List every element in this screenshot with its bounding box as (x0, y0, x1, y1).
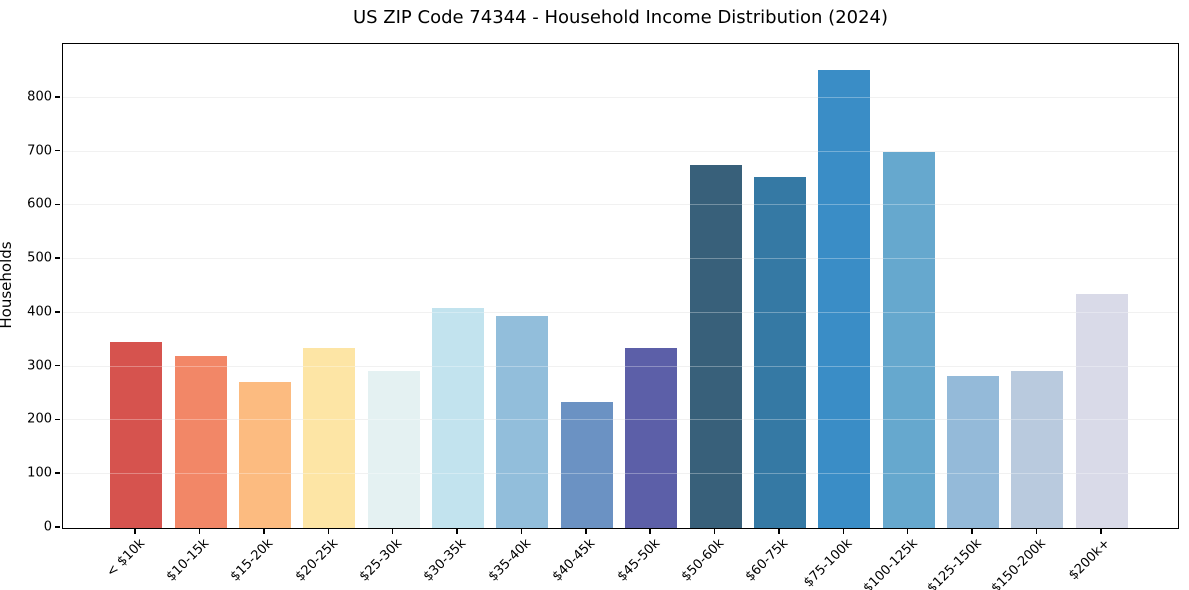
x-tick-mark (971, 528, 973, 534)
gridline (63, 150, 1178, 152)
x-tick-mark (1035, 528, 1038, 534)
x-tick-mark (1100, 528, 1102, 534)
y-tick-mark (55, 472, 60, 475)
x-tick-label: $150-200k (988, 536, 1050, 590)
bar (432, 307, 485, 528)
x-tick-mark (649, 528, 651, 534)
bar (1075, 294, 1128, 528)
x-tick-mark (198, 528, 201, 534)
x-tick-label: $75-100k (801, 536, 856, 590)
bar (496, 315, 549, 528)
x-tick-label: $30-35k (421, 536, 470, 585)
y-tick-mark (55, 203, 60, 206)
x-tick-label: $45-50k (614, 536, 663, 585)
y-tick-label: 200 (27, 411, 52, 427)
bar (238, 381, 291, 528)
gridline-overlay (63, 365, 1178, 367)
y-tick-label: 300 (27, 358, 52, 374)
plot-area (62, 43, 1179, 529)
gridline-overlay (63, 473, 1178, 475)
x-tick-label: $10-15k (163, 536, 213, 585)
y-tick-label: 0 (43, 519, 52, 535)
x-tick-label: < $10k (103, 536, 148, 581)
y-tick-label: 800 (27, 89, 52, 105)
gridline (63, 96, 1178, 98)
x-tick-label: $40-45k (549, 536, 599, 585)
gridline (63, 311, 1178, 313)
bar (818, 69, 871, 528)
bar (753, 177, 806, 528)
bar (882, 151, 935, 528)
bar (174, 355, 227, 528)
x-tick-mark (391, 528, 394, 534)
gridline (63, 258, 1178, 260)
gridline-overlay (63, 419, 1178, 421)
gridline-overlay (63, 311, 1178, 313)
y-tick-mark (55, 311, 60, 313)
x-tick-label: $25-30k (356, 536, 406, 585)
x-tick-label: $35-40k (485, 536, 535, 585)
x-tick-label: $15-20k (228, 536, 277, 585)
gridline (63, 204, 1178, 206)
x-tick-mark (520, 528, 523, 534)
gridline-overlay (63, 204, 1178, 206)
x-tick-mark (134, 528, 136, 534)
chart-title: US ZIP Code 74344 - Household Income Dis… (352, 7, 889, 28)
y-tick-label: 400 (27, 304, 52, 320)
x-tick-label: $60-75k (743, 536, 792, 585)
bar (303, 347, 356, 528)
y-tick-mark (55, 364, 60, 367)
y-tick-mark (55, 526, 60, 528)
gridline-overlay (63, 96, 1178, 98)
y-tick-label: 100 (27, 465, 52, 481)
x-tick-label: $125-150k (924, 536, 985, 590)
bar (110, 342, 163, 528)
y-tick-mark (55, 257, 60, 259)
gridline-overlay (63, 258, 1178, 260)
bar (560, 401, 613, 528)
gridline (63, 473, 1178, 475)
y-axis: 0 100 200 300 400 500 600 700 800 (0, 43, 62, 535)
x-tick-label: $50-60k (678, 536, 728, 585)
x-tick-label: $20-25k (292, 536, 341, 585)
bar (625, 347, 678, 528)
x-tick-mark (906, 528, 909, 534)
bar (947, 376, 1000, 528)
x-tick-label: $100-125k (860, 536, 921, 590)
gridline (63, 365, 1178, 367)
x-tick-mark (263, 528, 265, 534)
bar (1011, 370, 1064, 528)
gridline-overlay (63, 150, 1178, 152)
x-tick-mark (456, 528, 458, 534)
y-tick-label: 700 (27, 143, 52, 159)
y-tick-label: 500 (27, 250, 52, 266)
y-tick-mark (55, 149, 60, 152)
x-tick-mark (778, 528, 780, 534)
y-tick-mark (55, 418, 60, 421)
x-tick-mark (842, 528, 845, 534)
x-tick-mark (713, 528, 716, 534)
x-tick-mark (327, 528, 330, 534)
gridline (63, 419, 1178, 421)
x-tick-mark (585, 528, 587, 534)
bar (689, 165, 742, 528)
y-tick-mark (55, 95, 60, 98)
y-tick-label: 600 (27, 196, 52, 212)
bar (367, 370, 420, 528)
x-tick-label: $200k+ (1066, 536, 1114, 584)
